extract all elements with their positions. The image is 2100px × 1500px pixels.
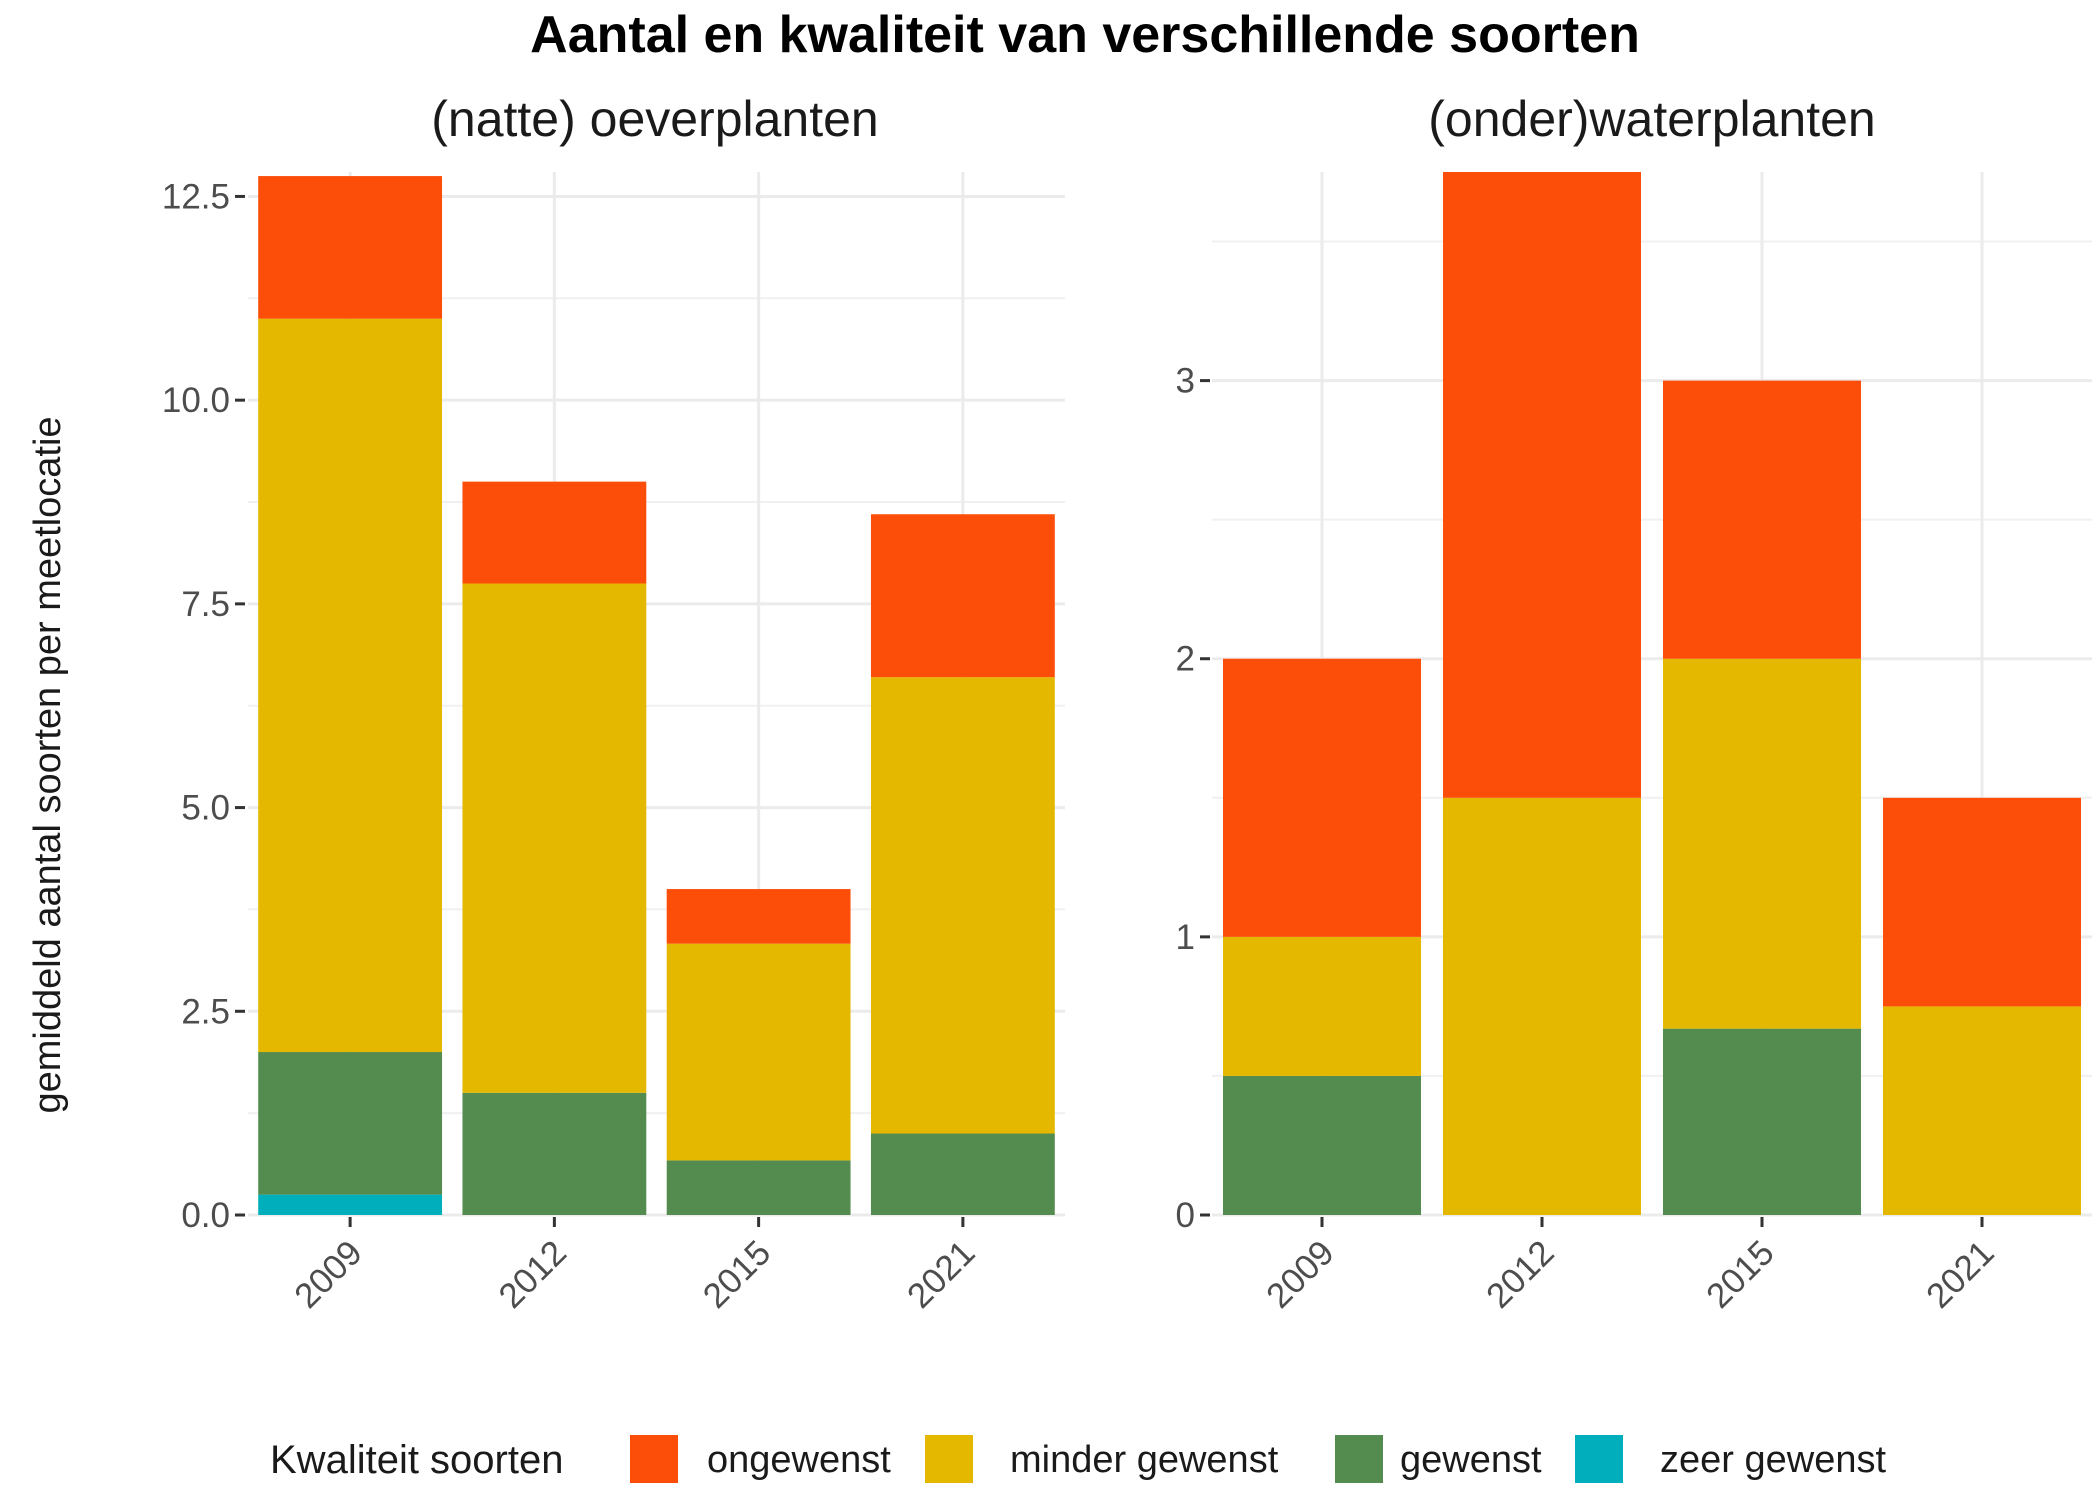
y-tick-label: 0 (1176, 1196, 1195, 1235)
panel-title-right: (onder)waterplanten (1428, 91, 1876, 147)
bar-segment (1223, 936, 1421, 1076)
y-tick-label: 12.5 (162, 177, 230, 216)
panel-waterplanten: 0 1 2 3 2009 2012 2015 2021 (1176, 172, 2092, 1316)
bar-segment (462, 583, 647, 1093)
legend-label: ongewenst (707, 1439, 891, 1481)
legend-key (1575, 1435, 1623, 1483)
bar-segment (1443, 172, 1641, 798)
bar-segment (1883, 797, 2081, 1007)
bar-segment (1663, 380, 1861, 659)
bar-segment (870, 514, 1055, 678)
bar-segment (666, 889, 851, 944)
y-tick-label: 2 (1176, 640, 1195, 679)
y-tick-label: 10.0 (162, 381, 230, 420)
y-tick-label: 5.0 (181, 789, 230, 828)
y-axis-label: gemiddeld aantal soorten per meetlocatie (27, 416, 69, 1113)
legend-label: minder gewenst (1010, 1439, 1279, 1481)
y-tick-label: 7.5 (181, 585, 230, 624)
bar-segment (258, 176, 443, 319)
x-tick-label: 2009 (1259, 1233, 1342, 1316)
panel-oeverplanten: 0.0 2.5 5.0 7.5 10.0 12.5 2009 2012 2015 2021 (162, 172, 1065, 1316)
bar-segment (258, 1052, 443, 1195)
x-tick-label: 2021 (1919, 1233, 2002, 1316)
bar-segment (1223, 658, 1421, 937)
y-tick-label: 2.5 (181, 992, 230, 1031)
bar-segment (870, 677, 1055, 1134)
bar-segment (462, 481, 647, 584)
bar-segment (1663, 1028, 1861, 1215)
panel-title-left: (natte) oeverplanten (431, 91, 879, 147)
legend-title: Kwaliteit soorten (270, 1438, 563, 1482)
x-tick-label: 2021 (900, 1233, 983, 1316)
x-tick-label: 2015 (696, 1233, 779, 1316)
bar-segment (1663, 658, 1861, 1029)
bar-segment (870, 1133, 1055, 1215)
x-tick-label: 2015 (1699, 1233, 1782, 1316)
bar-segment (666, 1160, 851, 1215)
bar-segment (1223, 1075, 1421, 1215)
legend-label: gewenst (1400, 1439, 1542, 1481)
chart-title: Aantal en kwaliteit van verschillende so… (530, 6, 1640, 64)
bar-segment (462, 1092, 647, 1215)
x-tick-label: 2012 (1479, 1233, 1562, 1316)
legend-label: zeer gewenst (1660, 1439, 1886, 1481)
x-tick-label: 2012 (491, 1233, 574, 1316)
legend: Kwaliteit soorten ongewenst minder gewens… (270, 1435, 1886, 1483)
bar-segment (258, 318, 443, 1053)
bar-segment (666, 943, 851, 1161)
y-tick-label: 3 (1176, 362, 1195, 401)
y-tick-label: 0.0 (181, 1196, 230, 1235)
bar-segment (1443, 797, 1641, 1215)
bar-segment (1883, 1006, 2081, 1215)
legend-key (1335, 1435, 1383, 1483)
legend-key (630, 1435, 678, 1483)
bar-segment (258, 1194, 443, 1215)
x-tick-label: 2009 (287, 1233, 370, 1316)
legend-key (925, 1435, 973, 1483)
y-tick-label: 1 (1176, 918, 1195, 957)
